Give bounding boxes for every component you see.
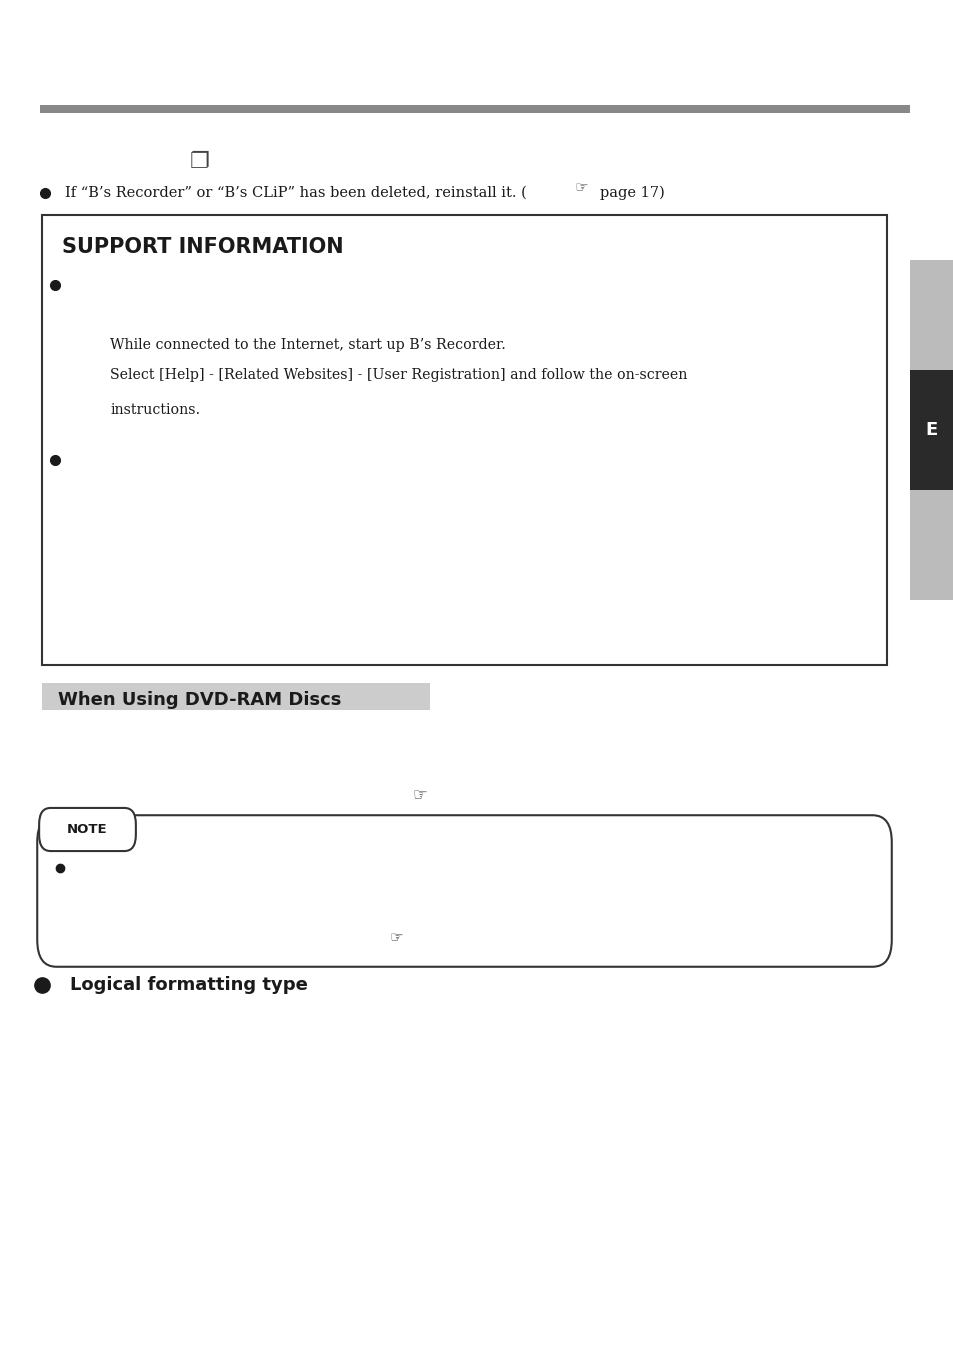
Text: When Using DVD-RAM Discs: When Using DVD-RAM Discs (58, 691, 341, 708)
Text: ☞: ☞ (575, 181, 588, 196)
Text: Logical formatting type: Logical formatting type (70, 976, 308, 994)
FancyBboxPatch shape (39, 808, 135, 850)
Text: E: E (925, 420, 937, 439)
Text: page 17): page 17) (599, 185, 664, 200)
Bar (909, 370, 953, 489)
Bar (42, 683, 430, 710)
Text: While connected to the Internet, start up B’s Recorder.: While connected to the Internet, start u… (110, 338, 505, 352)
FancyBboxPatch shape (37, 815, 891, 967)
Text: Select [Help] - [Related Websites] - [User Registration] and follow the on-scree: Select [Help] - [Related Websites] - [Us… (110, 368, 687, 383)
Bar (40, 105, 909, 114)
Text: ☞: ☞ (413, 786, 428, 804)
Text: NOTE: NOTE (67, 823, 108, 836)
Text: ❐: ❐ (190, 151, 210, 172)
Text: ☞: ☞ (390, 930, 403, 945)
Bar (42, 215, 886, 665)
Bar (909, 489, 953, 600)
Text: If “B’s Recorder” or “B’s CLiP” has been deleted, reinstall it. (: If “B’s Recorder” or “B’s CLiP” has been… (65, 187, 526, 200)
Text: SUPPORT INFORMATION: SUPPORT INFORMATION (62, 237, 343, 257)
Text: instructions.: instructions. (110, 403, 200, 416)
Bar (909, 260, 953, 370)
